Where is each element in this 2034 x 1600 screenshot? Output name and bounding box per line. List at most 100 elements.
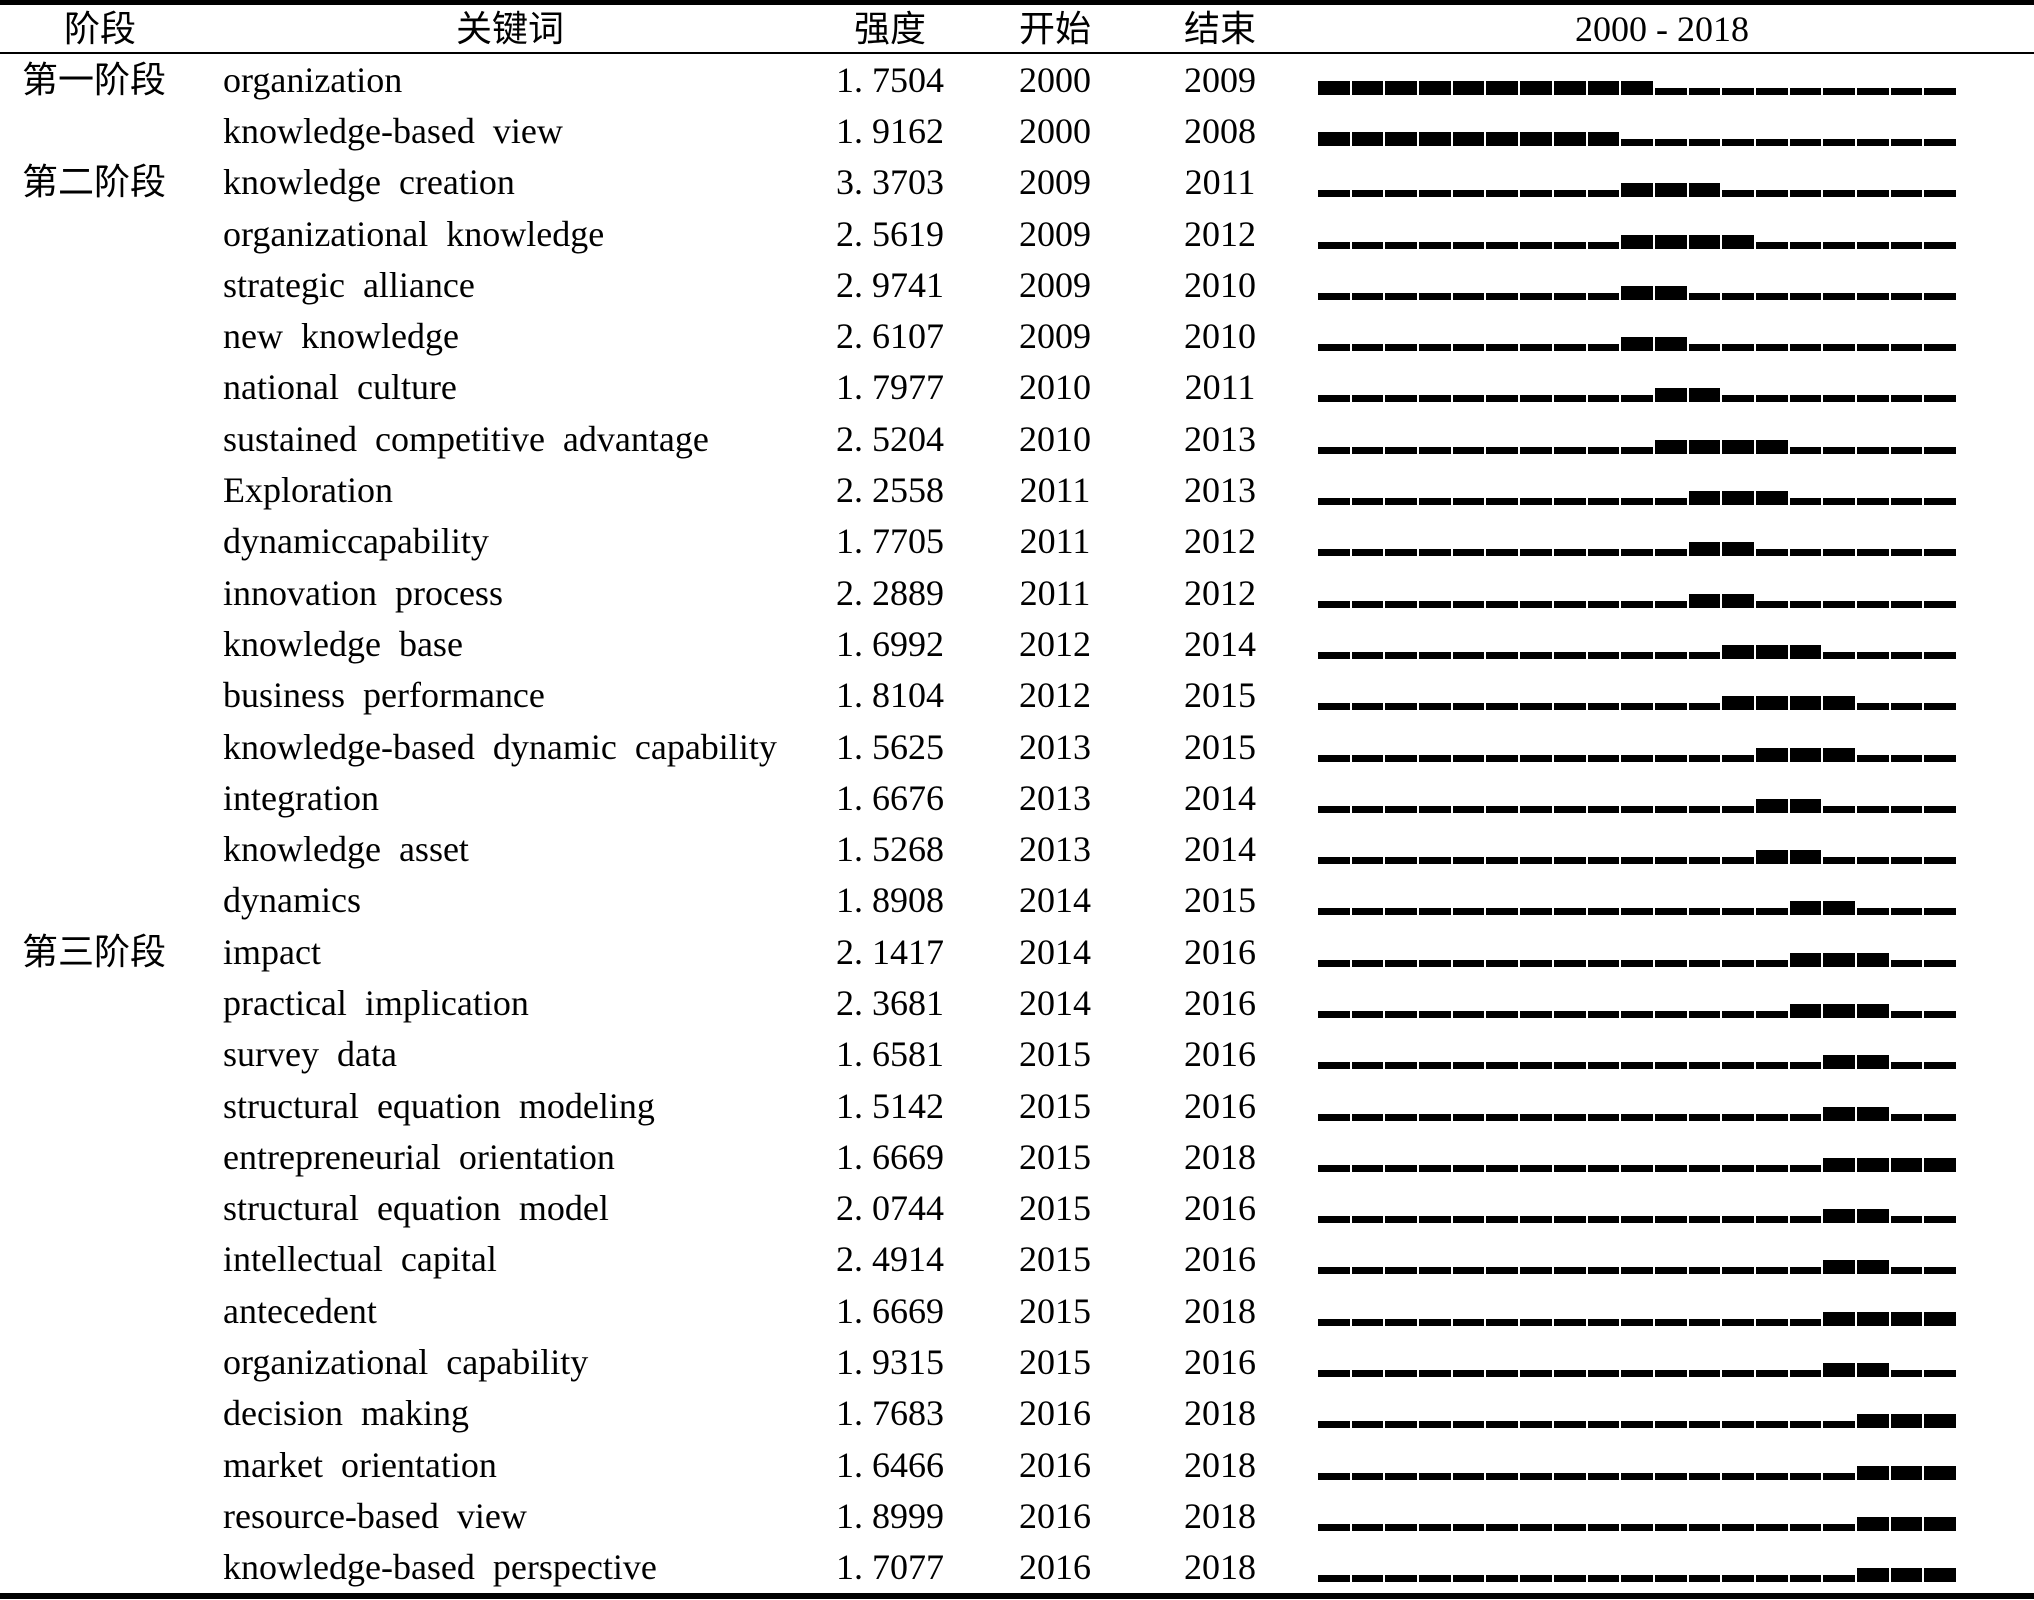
year-segment-2018 (1924, 446, 1957, 454)
year-segment-2014 (1789, 498, 1822, 506)
keyword-label: practical implication (223, 982, 529, 1023)
year-segment-2004 (1452, 549, 1485, 557)
year-segment-2007 (1553, 1216, 1586, 1224)
year-segment-2018 (1924, 600, 1957, 608)
keyword-label: knowledge creation (223, 162, 515, 203)
year-segment-2018-burst (1924, 1516, 1957, 1531)
year-segment-2008-burst (1587, 131, 1620, 146)
year-segment-2016 (1857, 498, 1889, 506)
year-segment-2010 (1654, 1421, 1687, 1429)
year-segment-2011 (1688, 1267, 1721, 1275)
burst-timeline-bar (1318, 593, 1957, 608)
year-segment-2009 (1621, 908, 1653, 916)
year-segment-2009-burst (1621, 337, 1653, 352)
year-segment-2009 (1621, 1267, 1653, 1275)
year-segment-2000 (1318, 446, 1350, 454)
strength-value: 1. 6466 (836, 1444, 944, 1485)
year-segment-2002 (1385, 703, 1418, 711)
year-segment-2011-burst (1688, 388, 1721, 403)
burst-timeline-bar (1318, 1157, 1957, 1172)
keyword-label: intellectual capital (223, 1239, 497, 1280)
timeline-cell (1290, 208, 2034, 259)
keyword-label: knowledge-based view (223, 110, 563, 151)
year-segment-2016-burst (1857, 1209, 1889, 1224)
year-segment-2016-burst (1857, 1363, 1889, 1378)
year-segment-2004 (1452, 1472, 1485, 1480)
year-segment-2018 (1924, 190, 1957, 198)
year-segment-2018-burst (1924, 1157, 1957, 1172)
year-segment-2014 (1789, 549, 1822, 557)
year-segment-2018 (1924, 395, 1957, 403)
year-segment-2007 (1553, 1421, 1586, 1429)
year-segment-2014-burst (1789, 952, 1822, 967)
year-segment-2005 (1486, 600, 1519, 608)
timeline-cell (1290, 54, 2034, 105)
year-segment-2014-burst (1789, 644, 1822, 659)
year-segment-2002-burst (1385, 80, 1418, 95)
burst-timeline-bar (1318, 388, 1957, 403)
year-segment-2002 (1385, 651, 1418, 659)
year-segment-2007 (1553, 190, 1586, 198)
year-segment-2003 (1419, 651, 1451, 659)
year-segment-2015 (1823, 138, 1855, 146)
year-segment-2017 (1890, 805, 1923, 813)
year-segment-2005 (1486, 651, 1519, 659)
strength-value: 2. 2558 (836, 470, 944, 511)
year-segment-2010 (1654, 1113, 1687, 1121)
year-segment-2012 (1722, 908, 1754, 916)
year-segment-2018 (1924, 344, 1957, 352)
year-segment-2010 (1654, 1370, 1687, 1378)
year-segment-2016 (1857, 87, 1889, 95)
timeline-cell (1290, 1183, 2034, 1234)
year-segment-2002 (1385, 344, 1418, 352)
year-segment-2008 (1587, 857, 1620, 865)
year-segment-2002 (1385, 1062, 1418, 1070)
year-segment-2016-burst (1857, 1465, 1889, 1480)
year-segment-2014 (1789, 1113, 1822, 1121)
year-segment-2012-burst (1722, 234, 1754, 249)
burst-timeline-bar (1318, 337, 1957, 352)
end-year: 2010 (1184, 316, 1256, 357)
year-segment-2015 (1823, 1575, 1855, 1583)
year-segment-2013-burst (1755, 798, 1788, 813)
year-segment-2017-burst (1890, 1568, 1923, 1583)
year-segment-2014 (1789, 138, 1822, 146)
year-segment-2014 (1789, 87, 1822, 95)
end-year: 2016 (1184, 982, 1256, 1023)
year-segment-2018 (1924, 805, 1957, 813)
year-segment-2008 (1587, 805, 1620, 813)
year-segment-2007-burst (1553, 131, 1586, 146)
year-segment-2017 (1890, 446, 1923, 454)
year-segment-2013 (1755, 1267, 1788, 1275)
year-segment-2009 (1621, 600, 1653, 608)
year-segment-2016-burst (1857, 1055, 1889, 1070)
year-segment-2008 (1587, 1113, 1620, 1121)
year-segment-2015 (1823, 1523, 1855, 1531)
year-segment-2017 (1890, 1370, 1923, 1378)
year-segment-2004-burst (1452, 80, 1485, 95)
year-segment-2005-burst (1486, 80, 1519, 95)
burst-timeline-bar (1318, 1516, 1957, 1531)
year-segment-2002 (1385, 1318, 1418, 1326)
timeline-cell (1290, 772, 2034, 823)
year-segment-2002 (1385, 241, 1418, 249)
year-segment-2002 (1385, 1421, 1418, 1429)
year-segment-2013 (1755, 292, 1788, 300)
year-segment-2009 (1621, 1523, 1653, 1531)
start-year: 2016 (1019, 1444, 1091, 1485)
end-year: 2018 (1184, 1136, 1256, 1177)
year-segment-2017-burst (1890, 1465, 1923, 1480)
year-segment-2007 (1553, 1370, 1586, 1378)
year-segment-2014-burst (1789, 747, 1822, 762)
strength-value: 1. 9162 (836, 110, 944, 151)
year-segment-2010 (1654, 1010, 1687, 1018)
start-year: 2014 (1019, 982, 1091, 1023)
year-segment-2008 (1587, 344, 1620, 352)
year-segment-2014 (1789, 1216, 1822, 1224)
end-year: 2011 (1184, 162, 1256, 203)
timeline-cell (1290, 362, 2034, 413)
year-segment-2003 (1419, 1216, 1451, 1224)
start-year: 2015 (1019, 1136, 1091, 1177)
year-segment-2018 (1924, 959, 1957, 967)
year-segment-2016 (1857, 857, 1889, 865)
